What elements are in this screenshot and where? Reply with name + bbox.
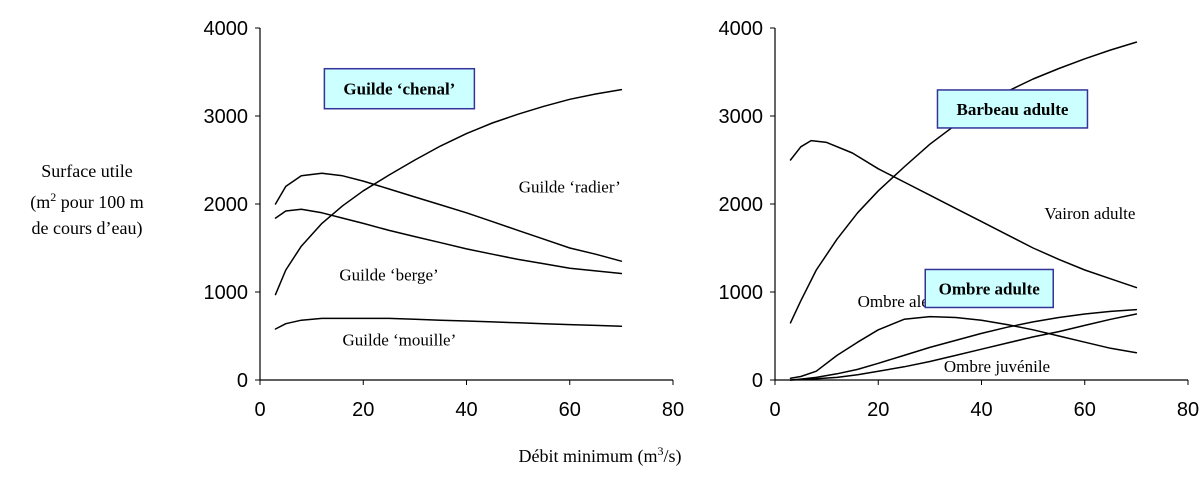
panel2-series-label-box-4 (924, 268, 1054, 309)
y-axis-label-line2-post: pour 100 m (56, 192, 144, 212)
panel2-series-label-5: Ombre juvénile (944, 357, 1050, 376)
panel2-y-tick-label: 3000 (719, 106, 764, 128)
panel2-x-tick-label: 40 (970, 399, 992, 421)
panel1-x-tick-label: 0 (254, 399, 265, 421)
panel2-series-line-1 (789, 41, 1138, 324)
panel1-series-label-box-1 (323, 67, 476, 110)
panel1-series-label-4: Guilde ‘mouille’ (342, 331, 456, 350)
panel2-series-line-4 (789, 308, 1138, 381)
x-axis-label-pre: Débit minimum (m (518, 446, 658, 466)
panel1-y-tick-label: 2000 (204, 194, 249, 216)
panel2-x-tick-label: 60 (1074, 399, 1096, 421)
x-axis-label: Débit minimum (m3/s) (0, 444, 1200, 467)
panel1-series-label-1: Guilde ‘chenal’ (343, 80, 455, 99)
panel2-y-tick-label: 4000 (719, 18, 764, 40)
panel2-series-label-box-1 (936, 89, 1089, 129)
panel1-x-tick-label: 60 (559, 399, 581, 421)
panel2-series-line-5 (789, 313, 1138, 381)
x-axis-label-post: /s) (663, 446, 682, 466)
panel1-y-tick-label: 3000 (204, 106, 249, 128)
panel2-series-label-1: Barbeau adulte (957, 100, 1069, 119)
panel2-y-tick-label: 0 (752, 370, 763, 392)
panel1-series-label-3: Guilde ‘berge’ (339, 265, 438, 284)
panel1-x-tick-label: 40 (455, 399, 477, 421)
panel1-y-tick-label: 4000 (204, 18, 249, 40)
y-axis-label-line2-sup: 2 (50, 190, 57, 204)
panel1-y-tick-label: 0 (237, 370, 248, 392)
panel1-x-tick-label: 20 (352, 399, 374, 421)
panel1-y-tick-label: 1000 (204, 282, 249, 304)
panel2-series-line-2 (789, 139, 1138, 289)
panel2-series-line-3 (789, 315, 1138, 379)
y-axis-label-line1: Surface utile (41, 161, 133, 181)
panel1-series-line-3 (274, 208, 623, 275)
x-axis-label-sup: 3 (657, 444, 664, 458)
panel2-x-tick-label: 0 (769, 399, 780, 421)
panel1-series-line-4 (274, 317, 623, 330)
panel2-x-tick-label: 80 (1177, 399, 1199, 421)
y-axis-label-line3: de cours d’eau) (31, 218, 143, 238)
y-axis-label-line2: (m2 pour 100 m (0, 184, 174, 215)
panel1-series-line-1 (274, 88, 623, 296)
panel1-series-line-2 (274, 172, 623, 262)
panel2-y-tick-label: 2000 (719, 194, 764, 216)
y-axis-label: Surface utile (m2 pour 100 m de cours d’… (0, 158, 174, 241)
panel2-series-label-2: Vairon adulte (1044, 204, 1135, 223)
panel2-series-label-4: Ombre adulte (939, 279, 1041, 298)
panel2-x-tick-label: 20 (867, 399, 889, 421)
panel1-x-tick-label: 80 (662, 399, 684, 421)
panel2-y-tick-label: 1000 (719, 282, 764, 304)
panel1-series-label-2: Guilde ‘radier’ (519, 177, 621, 196)
y-axis-label-line2-pre: (m (30, 192, 51, 212)
